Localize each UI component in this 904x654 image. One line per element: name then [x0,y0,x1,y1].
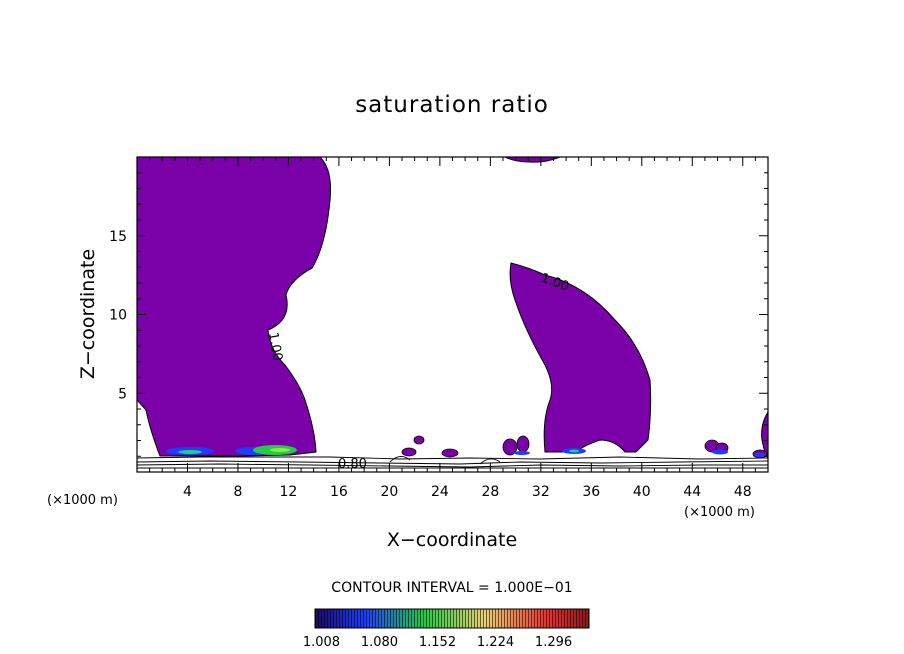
left-saturated-region [137,157,331,457]
colorbar-label: 1.296 [535,635,572,650]
supersaturation-band [166,445,766,457]
y-axis-label: Z−coordinate [77,249,99,379]
x-tick-labels: 4 8 12 16 20 24 28 32 36 40 44 48 [183,484,752,500]
colorbar-stripes [315,609,589,628]
x-tick-label: 36 [582,484,600,500]
x-axis-label: X−coordinate [387,529,517,551]
x-unit-label: (×1000 m) [684,505,755,520]
y-tick-marks [137,172,768,457]
y-tick-label: 5 [118,386,127,402]
y-tick-label: 10 [109,308,127,324]
colorbar-label: 1.080 [361,635,398,650]
central-saturated-plume [509,262,652,453]
contour-interval-text: CONTOUR INTERVAL = 1.000E−01 [331,580,572,596]
x-tick-label: 28 [481,484,499,500]
plot-area [137,157,768,469]
y-tick-labels: 5 10 15 [109,229,127,403]
x-tick-label: 44 [683,484,701,500]
x-tick-label: 20 [380,484,398,500]
x-tick-label: 4 [183,484,192,500]
colorbar [314,608,590,629]
colorbar-label: 1.008 [303,635,340,650]
x-tick-marks [149,157,756,472]
colorbar-frame [314,608,590,629]
x-tick-label: 24 [431,484,449,500]
x-tick-label: 32 [532,484,550,500]
x-tick-label: 12 [280,484,298,500]
y-tick-label: 15 [109,229,127,245]
surface-contour-lines [137,456,768,469]
colorbar-label: 1.152 [419,635,456,650]
colorbar-labels: 1.008 1.080 1.152 1.224 1.296 [303,635,572,650]
x-tick-label: 16 [330,484,348,500]
contour-label-2: 1.00 [265,331,285,362]
x-tick-label: 8 [233,484,242,500]
x-tick-label: 40 [633,484,651,500]
colorbar-label: 1.224 [477,635,514,650]
contour-label-3: 0.80 [338,457,367,472]
y-unit-label: (×1000 m) [47,493,118,508]
top-thin-layer [504,157,561,163]
chart-title: saturation ratio [355,92,549,118]
x-tick-label: 48 [734,484,752,500]
